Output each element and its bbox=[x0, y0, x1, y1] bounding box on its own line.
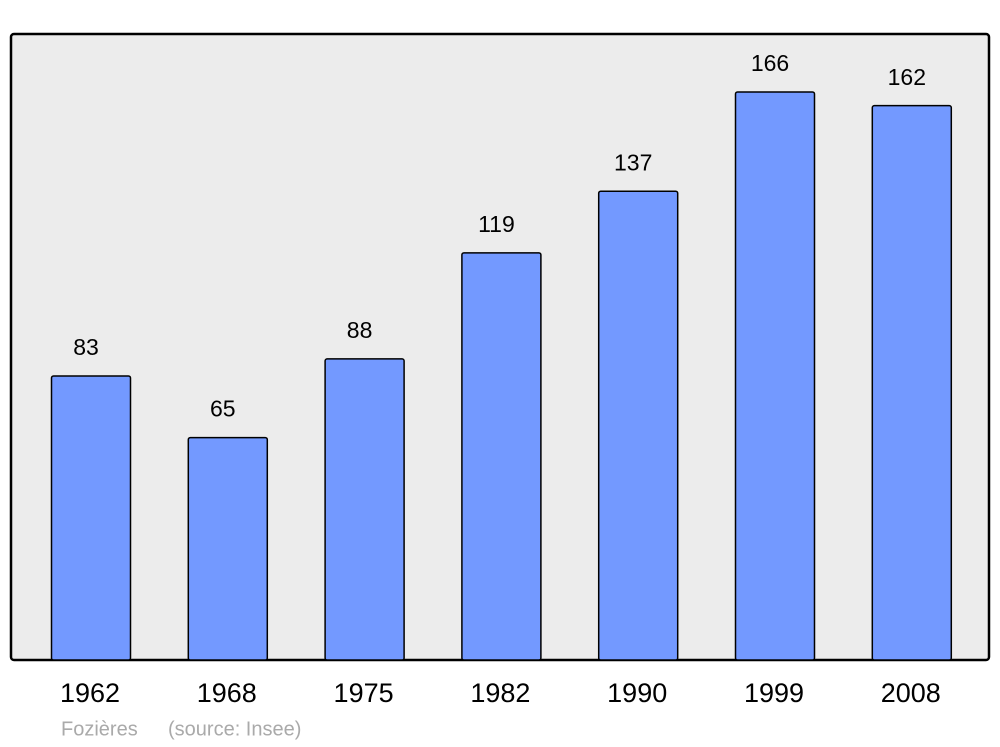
x-tick-label: 1999 bbox=[744, 678, 804, 708]
x-tick-label: 1990 bbox=[607, 678, 667, 708]
x-tick-label: 1982 bbox=[470, 678, 530, 708]
bar bbox=[50, 375, 132, 661]
value-label: 119 bbox=[478, 211, 515, 237]
bar bbox=[324, 358, 405, 661]
bar bbox=[461, 252, 542, 661]
value-label: 65 bbox=[210, 396, 236, 422]
x-tick-label: 1975 bbox=[334, 678, 394, 708]
bar bbox=[871, 104, 953, 661]
bar bbox=[734, 91, 816, 661]
bar bbox=[187, 436, 269, 661]
x-tick-label: 2008 bbox=[881, 678, 941, 708]
chart-title: Fozières bbox=[61, 718, 138, 740]
value-label: 83 bbox=[73, 334, 99, 360]
value-label: 88 bbox=[347, 317, 373, 343]
x-tick-label: 1968 bbox=[197, 678, 257, 708]
value-label: 137 bbox=[614, 149, 652, 175]
x-tick-label: 1962 bbox=[60, 678, 120, 708]
value-label: 162 bbox=[888, 64, 926, 90]
chart-source: (source: Insee) bbox=[168, 718, 301, 740]
bar bbox=[597, 190, 679, 661]
value-label: 166 bbox=[751, 50, 789, 76]
